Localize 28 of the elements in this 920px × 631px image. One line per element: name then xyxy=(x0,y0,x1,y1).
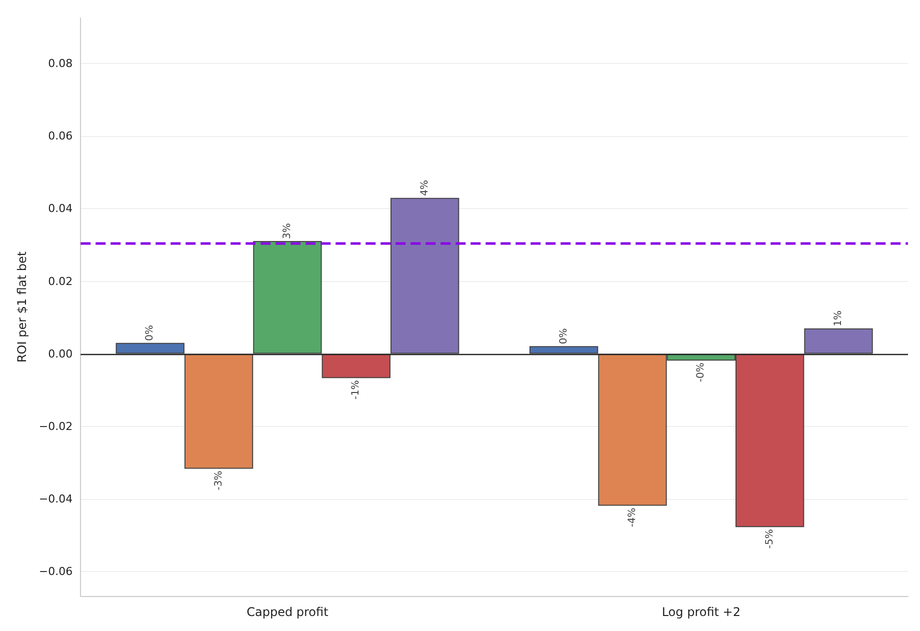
y-tick-label: 0.00 xyxy=(48,347,73,360)
bar xyxy=(253,241,322,354)
data-label: 0% xyxy=(144,325,156,341)
data-label: -3% xyxy=(213,470,224,490)
data-label: -0% xyxy=(696,362,707,382)
x-tick-label: Log profit +2 xyxy=(662,605,740,619)
y-tick-label: −0.02 xyxy=(38,420,73,433)
y-tick-label: 0.08 xyxy=(48,57,73,70)
bar xyxy=(529,346,598,354)
data-label: -1% xyxy=(350,380,362,400)
y-tick-label: 0.04 xyxy=(48,202,73,216)
bar xyxy=(116,342,184,354)
y-axis-title: ROI per $1 flat bet xyxy=(15,251,29,363)
y-tick-label: −0.04 xyxy=(38,492,73,506)
bar xyxy=(184,354,254,469)
bar xyxy=(390,198,460,354)
y-tick-label: −0.06 xyxy=(38,564,73,578)
bar xyxy=(804,328,873,354)
bar xyxy=(322,354,390,378)
x-tick-label: Capped profit xyxy=(246,605,329,619)
data-label: 3% xyxy=(282,223,293,240)
data-label: 4% xyxy=(419,180,430,196)
y-tick-label: 0.06 xyxy=(48,130,73,143)
data-label: -5% xyxy=(764,529,776,549)
y-tick-label: 0.02 xyxy=(48,274,73,288)
data-label: -4% xyxy=(626,508,638,528)
data-label: 0% xyxy=(558,328,570,344)
data-label: 1% xyxy=(833,310,844,326)
